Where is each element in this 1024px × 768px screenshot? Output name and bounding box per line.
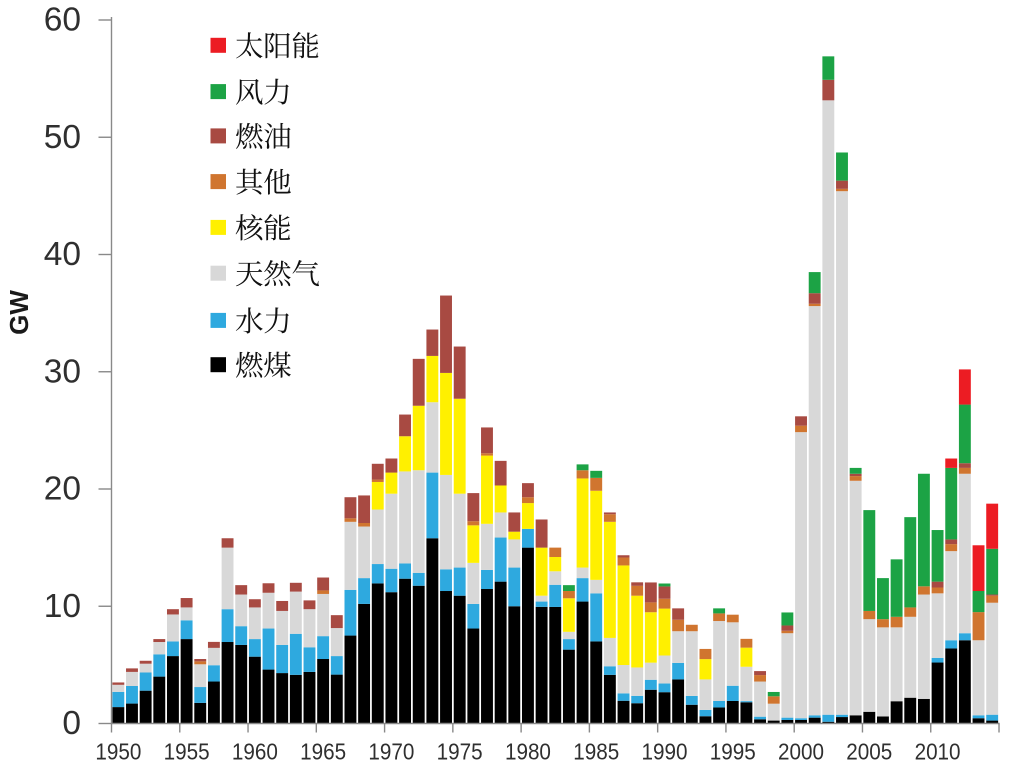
svg-text:40: 40 xyxy=(44,236,81,273)
svg-text:2005: 2005 xyxy=(846,739,892,765)
svg-text:20: 20 xyxy=(44,471,81,508)
svg-text:1970: 1970 xyxy=(368,739,414,765)
svg-text:50: 50 xyxy=(44,119,81,156)
svg-text:1985: 1985 xyxy=(573,739,619,765)
svg-text:60: 60 xyxy=(44,2,81,39)
svg-text:1990: 1990 xyxy=(641,739,687,765)
svg-text:1995: 1995 xyxy=(710,739,756,765)
svg-text:2000: 2000 xyxy=(778,739,824,765)
svg-text:1955: 1955 xyxy=(164,739,210,765)
svg-text:GW: GW xyxy=(4,290,34,335)
svg-text:10: 10 xyxy=(44,588,81,625)
svg-text:1960: 1960 xyxy=(232,739,278,765)
svg-text:1980: 1980 xyxy=(505,739,551,765)
svg-text:1950: 1950 xyxy=(95,739,141,765)
svg-text:1975: 1975 xyxy=(437,739,483,765)
svg-text:30: 30 xyxy=(44,353,81,390)
svg-text:1965: 1965 xyxy=(300,739,346,765)
svg-text:2010: 2010 xyxy=(915,739,961,765)
svg-text:0: 0 xyxy=(62,705,81,742)
